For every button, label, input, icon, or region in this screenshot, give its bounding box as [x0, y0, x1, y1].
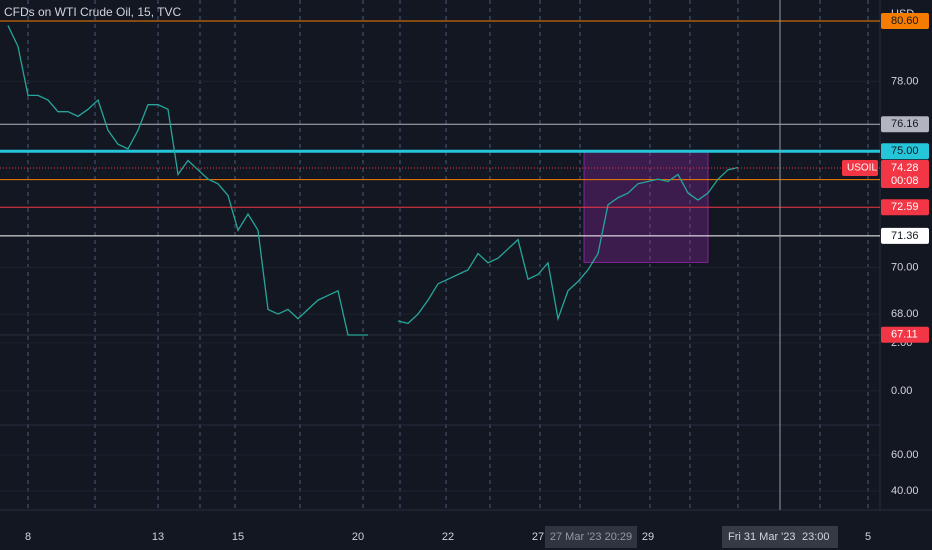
level-label: 80.60 [891, 15, 919, 27]
highlight-label-bg [545, 526, 637, 548]
x-tick-label: 13 [152, 531, 164, 543]
crosshair-date: Fri 31 Mar '23 [728, 531, 796, 543]
level-label-bg [881, 326, 929, 343]
highlight-label: 27 Mar '23 20:29 [550, 531, 632, 543]
x-tick-label: 15 [232, 531, 244, 543]
x-tick-label: 8 [25, 531, 31, 543]
chart-title: CFDs on WTI Crude Oil, 15, TVC [4, 5, 181, 19]
last-price-bg [881, 159, 929, 188]
level-label: 71.36 [891, 230, 919, 242]
level-label-bg [881, 116, 929, 133]
symbol-tag: USOIL [847, 163, 877, 174]
y-tick-label: 0.00 [891, 385, 912, 397]
level-label-bg [881, 143, 929, 160]
level-label: 76.16 [891, 118, 919, 130]
level-label: 72.59 [891, 201, 919, 213]
y-tick-label: 70.00 [891, 261, 919, 273]
marks [0, 20, 880, 336]
countdown: 00:08 [891, 175, 919, 187]
price-line [397, 166, 739, 325]
x-tick-label: 29 [642, 531, 654, 543]
y-tick-label: 78.00 [891, 75, 919, 87]
level-label-bg [881, 199, 929, 216]
axis: 78.0070.0068.002.000.0060.0040.0080.6076… [25, 12, 929, 548]
level-label-bg [881, 12, 929, 29]
symbol-tag-bg [842, 159, 878, 176]
level-label: 75.00 [891, 145, 919, 157]
level-label-bg [881, 227, 929, 244]
y-tick-label: 68.00 [891, 308, 919, 320]
last-price-label: 74.28 [891, 162, 919, 174]
price-line [7, 25, 368, 336]
x-tick-label: 27 [532, 531, 544, 543]
y-tick-label: 40.00 [891, 485, 919, 497]
crosshair-time: 23:00 [802, 531, 830, 543]
crosshair-label-bg [722, 526, 838, 548]
x-tick-label: 20 [352, 531, 364, 543]
y-tick-label: 60.00 [891, 449, 919, 461]
x-tick-label: 5 [865, 531, 871, 543]
level-label: 67.11 [891, 329, 918, 341]
x-tick-label: 22 [442, 531, 454, 543]
